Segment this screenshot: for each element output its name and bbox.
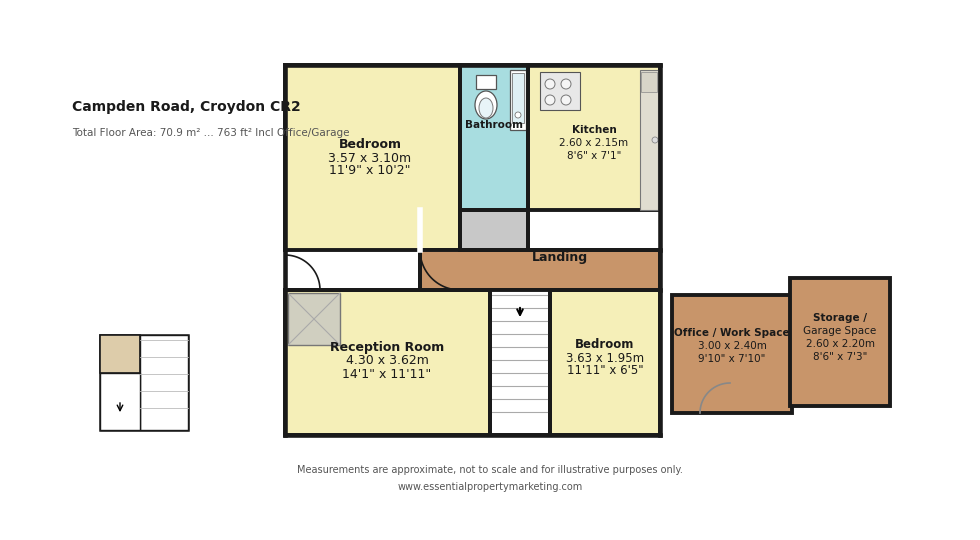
- Circle shape: [545, 95, 555, 105]
- Text: Total Floor Area: 70.9 m² ... 763 ft² Incl Office/Garage: Total Floor Area: 70.9 m² ... 763 ft² In…: [72, 128, 350, 138]
- Bar: [100, 335, 188, 430]
- Bar: [550, 290, 660, 435]
- Text: 14'1" x 11'11": 14'1" x 11'11": [342, 368, 431, 381]
- Bar: [100, 335, 140, 373]
- Circle shape: [561, 79, 571, 89]
- Bar: [528, 65, 660, 210]
- Text: 2.60 x 2.20m: 2.60 x 2.20m: [806, 339, 874, 349]
- Text: 9'10" x 7'10": 9'10" x 7'10": [699, 354, 765, 364]
- Bar: [140, 335, 188, 430]
- Text: 3.57 x 3.10m: 3.57 x 3.10m: [328, 152, 412, 165]
- Text: Landing: Landing: [532, 251, 588, 264]
- Bar: [285, 290, 490, 435]
- Bar: [510, 70, 526, 130]
- Ellipse shape: [479, 98, 493, 118]
- Text: Bathroom: Bathroom: [465, 120, 523, 130]
- Bar: [460, 210, 528, 250]
- Text: Office / Work Space: Office / Work Space: [674, 328, 790, 338]
- Bar: [288, 293, 340, 345]
- Bar: [540, 72, 580, 110]
- Text: 2.60 x 2.15m: 2.60 x 2.15m: [560, 138, 628, 148]
- Circle shape: [545, 79, 555, 89]
- Text: Reception Room: Reception Room: [330, 341, 444, 354]
- Bar: [512, 73, 524, 123]
- Text: 11'11" x 6'5": 11'11" x 6'5": [566, 364, 643, 377]
- Circle shape: [515, 112, 521, 118]
- Bar: [490, 290, 550, 435]
- Text: Bedroom: Bedroom: [338, 138, 402, 152]
- Text: 4.30 x 3.62m: 4.30 x 3.62m: [346, 354, 428, 368]
- Bar: [460, 65, 528, 210]
- Circle shape: [652, 137, 658, 143]
- Bar: [100, 373, 140, 430]
- Text: Storage /: Storage /: [813, 313, 867, 323]
- Bar: [672, 295, 792, 413]
- Text: Bedroom: Bedroom: [575, 339, 635, 352]
- Bar: [641, 72, 657, 92]
- Text: 8'6" x 7'3": 8'6" x 7'3": [812, 352, 867, 362]
- Text: 3.63 x 1.95m: 3.63 x 1.95m: [565, 352, 644, 365]
- Circle shape: [561, 95, 571, 105]
- Text: Kitchen: Kitchen: [571, 125, 616, 135]
- Bar: [420, 250, 660, 290]
- Text: 8'6" x 7'1": 8'6" x 7'1": [566, 151, 621, 161]
- Bar: [476, 75, 496, 89]
- Text: www.essentialpropertymarketing.com: www.essentialpropertymarketing.com: [397, 482, 583, 492]
- Text: Garage Space: Garage Space: [804, 326, 877, 336]
- Text: Campden Road, Croydon CR2: Campden Road, Croydon CR2: [72, 100, 301, 114]
- Bar: [790, 278, 890, 406]
- Text: 3.00 x 2.40m: 3.00 x 2.40m: [698, 341, 766, 351]
- Text: Measurements are approximate, not to scale and for illustrative purposes only.: Measurements are approximate, not to sca…: [297, 465, 683, 475]
- Text: 11'9" x 10'2": 11'9" x 10'2": [329, 165, 411, 178]
- Bar: [285, 65, 460, 250]
- Ellipse shape: [475, 91, 497, 119]
- Bar: [640, 70, 658, 210]
